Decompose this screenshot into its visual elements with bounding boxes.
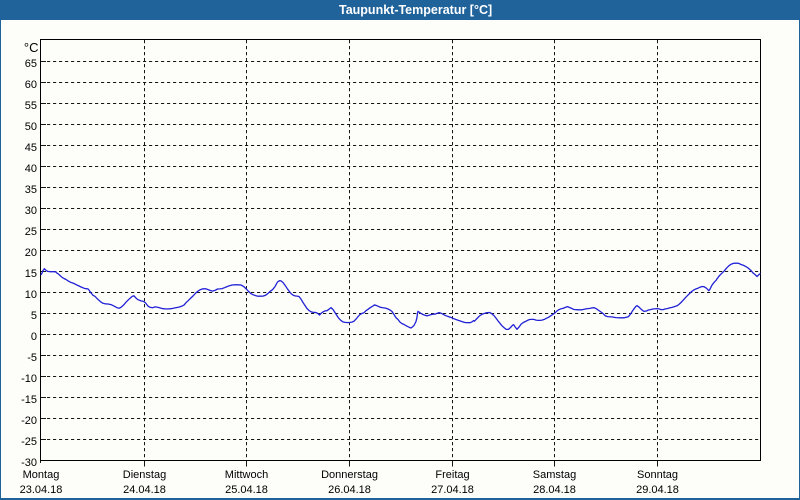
svg-text:Mittwoch: Mittwoch: [225, 469, 268, 481]
svg-text:-30: -30: [21, 457, 37, 469]
svg-text:35: 35: [25, 184, 37, 196]
svg-text:10: 10: [25, 289, 37, 301]
svg-text:5: 5: [31, 310, 37, 322]
svg-text:Montag: Montag: [23, 469, 60, 481]
svg-text:25.04.18: 25.04.18: [225, 484, 268, 496]
svg-text:29.04.18: 29.04.18: [636, 484, 679, 496]
svg-text:24.04.18: 24.04.18: [123, 484, 166, 496]
svg-text:40: 40: [25, 163, 37, 175]
svg-text:65: 65: [25, 58, 37, 70]
svg-text:Donnerstag: Donnerstag: [321, 469, 378, 481]
svg-text:-10: -10: [21, 373, 37, 385]
svg-text:55: 55: [25, 100, 37, 112]
svg-text:30: 30: [25, 205, 37, 217]
svg-text:26.04.18: 26.04.18: [328, 484, 371, 496]
svg-text:°C: °C: [24, 40, 39, 55]
svg-text:15: 15: [25, 268, 37, 280]
svg-text:20: 20: [25, 247, 37, 259]
svg-text:-20: -20: [21, 415, 37, 427]
svg-text:Sonntag: Sonntag: [637, 469, 678, 481]
svg-text:50: 50: [25, 121, 37, 133]
svg-text:25: 25: [25, 226, 37, 238]
svg-text:-15: -15: [21, 394, 37, 406]
svg-text:Dienstag: Dienstag: [123, 469, 166, 481]
svg-text:0: 0: [31, 331, 37, 343]
svg-text:-25: -25: [21, 436, 37, 448]
svg-text:27.04.18: 27.04.18: [431, 484, 474, 496]
svg-text:-5: -5: [27, 352, 37, 364]
svg-text:28.04.18: 28.04.18: [533, 484, 576, 496]
svg-text:45: 45: [25, 142, 37, 154]
svg-text:Samstag: Samstag: [533, 469, 576, 481]
svg-text:23.04.18: 23.04.18: [20, 484, 63, 496]
svg-text:Freitag: Freitag: [435, 469, 469, 481]
svg-text:60: 60: [25, 79, 37, 91]
